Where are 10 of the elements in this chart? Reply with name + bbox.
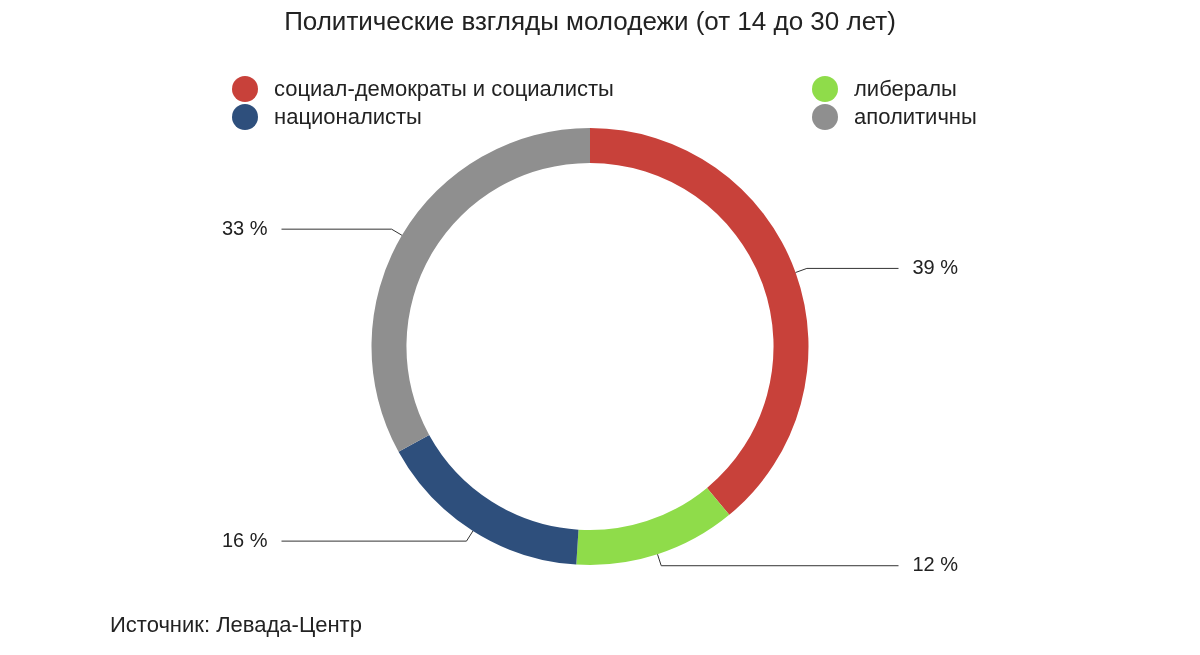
data-label: 12 %: [912, 553, 959, 576]
data-label: 33 %: [221, 216, 268, 239]
data-label: 39 %: [912, 255, 959, 278]
legend-label: националисты: [274, 104, 422, 130]
text: Источник: Левада-Центр: [110, 612, 362, 638]
legend-label: аполитичны: [854, 104, 977, 130]
chart-title: Политические взгляды молодежи (от 14 до 30 лет): [283, 6, 897, 37]
legend-label: социал-демократы и социалисты: [274, 76, 614, 102]
legend-label: либералы: [854, 76, 957, 102]
data-label: 16 %: [221, 528, 268, 551]
